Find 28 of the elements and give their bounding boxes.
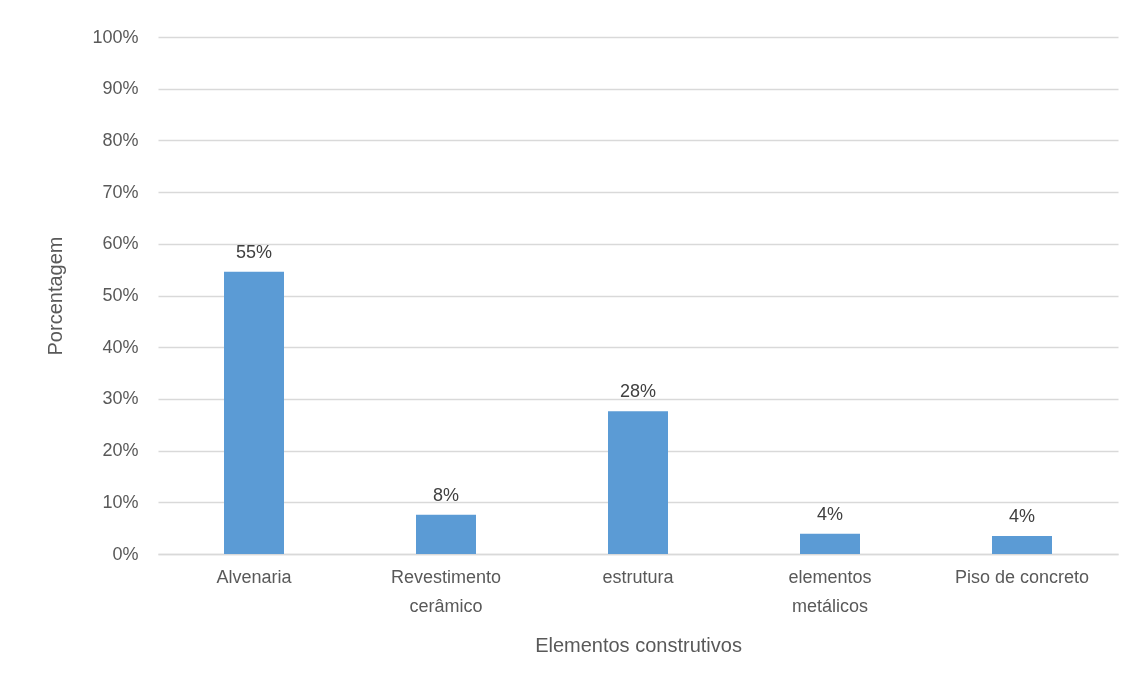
data-label: 8% [432,484,460,505]
y-tick-label: 100% [92,26,139,47]
data-label: 4% [1008,505,1036,526]
x-tick-label: Piso de concreto [954,566,1090,587]
x-tick-label: Revestimento cerâmico [390,566,502,616]
bar [800,533,860,554]
bar [608,411,668,554]
y-axis-title: Porcentagem [44,236,67,356]
data-label: 55% [235,241,273,262]
x-tick-label: Alvenaria [216,566,293,587]
y-tick-label: 60% [102,233,139,254]
y-tick-label: 10% [102,491,139,512]
bar [224,271,284,554]
y-tick-label: 70% [102,181,139,202]
data-label: 4% [816,503,844,524]
y-tick-label: 20% [102,440,139,461]
bar [992,535,1052,554]
y-tick-label: 90% [102,78,139,99]
y-tick-label: 40% [102,336,139,357]
y-tick-label: 80% [102,129,139,150]
y-tick-label: 0% [112,543,139,564]
data-label: 28% [619,381,657,402]
x-tick-label: estrutura [602,566,675,587]
x-axis-title: Elementos construtivos [535,633,742,656]
y-tick-label: 30% [102,388,139,409]
y-tick-label: 50% [102,285,139,305]
x-tick-label: elementos metálicos [788,566,872,616]
bar [416,514,476,554]
